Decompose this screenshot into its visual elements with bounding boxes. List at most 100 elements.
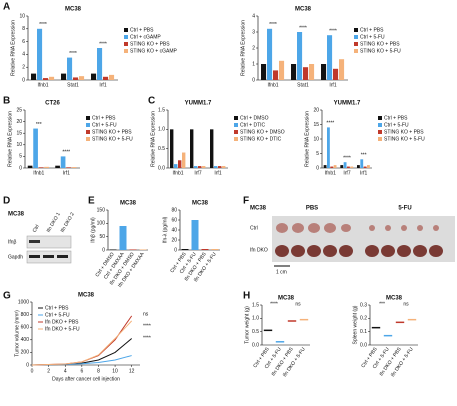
x-tick-label: Ifnb1: [33, 170, 44, 176]
legend-label: Ctrl + 5-FU: [92, 122, 117, 128]
bar: [194, 166, 198, 168]
legend-label: STING KO + cGAMP: [130, 48, 177, 54]
significance: ****: [270, 301, 278, 307]
legend-label: Ctrl + 5-FU: [360, 34, 385, 40]
y-tick-label: 0: [26, 362, 29, 368]
legend-label: Ctrl + DTIC: [240, 122, 266, 128]
x-tick-label: Irf1: [63, 170, 70, 176]
y-axis-label: Relative RNA Expression: [7, 111, 13, 167]
bar: [60, 156, 66, 168]
y-tick-label: 20: [313, 107, 319, 113]
y-tick-label: 4: [252, 13, 255, 19]
legend-label: STING KO + PBS: [130, 41, 170, 47]
legend-label: Ctrl + 5-FU: [384, 122, 409, 128]
y-axis-label: Tumor weight (g): [244, 306, 250, 344]
blot-title: MC38: [8, 212, 25, 218]
bar: [129, 249, 137, 250]
y-tick-label: 20: [171, 237, 177, 243]
legend-label: STING KO + PBS: [360, 41, 400, 47]
line: [31, 320, 133, 366]
y-tick-label: 1: [252, 61, 255, 67]
panel-label: F: [243, 196, 249, 207]
panel-label: E: [88, 196, 95, 207]
bar: [350, 166, 354, 168]
x-tick-label: Stat1: [297, 82, 309, 88]
legend-swatch: [354, 35, 358, 39]
bar: [71, 167, 77, 168]
y-axis-label: Relative RNA Expression: [150, 111, 156, 167]
x-tick-label: Ifnb1: [172, 170, 183, 176]
x-tick-label: Ifnb1: [37, 82, 48, 88]
legend-label: Ctrl + cGAMP: [130, 34, 161, 40]
bar: [222, 166, 226, 168]
x-tick-label: Irf1: [329, 82, 336, 88]
bar: [178, 160, 182, 168]
y-tick-label: 0.3: [360, 302, 367, 308]
significance: ns: [403, 301, 409, 307]
y-tick-label: 0.2: [360, 316, 367, 322]
y-tick-label: 800: [21, 312, 30, 318]
bar: [333, 68, 339, 80]
y-tick-label: 2: [252, 45, 255, 51]
line: [31, 355, 132, 366]
legend-swatch: [86, 116, 90, 120]
legend-label: STING KO + PBS: [384, 129, 424, 135]
chart-title: MC38: [78, 293, 95, 299]
bar: [211, 249, 219, 250]
significance: ****: [99, 41, 107, 47]
tumors: [276, 223, 439, 233]
lane-label: Ifn DKO 2: [60, 211, 76, 233]
bar: [103, 76, 109, 80]
y-axis-label: Spleen weight (g): [352, 305, 358, 344]
bar: [201, 249, 209, 250]
bar: [357, 165, 360, 168]
bar: [273, 70, 279, 80]
bar: [109, 249, 117, 250]
x-tick-label: Stat1: [67, 82, 79, 88]
band: [29, 240, 40, 243]
y-tick-label: 0.5: [158, 146, 165, 152]
y-tick-label: 0.0: [158, 165, 165, 171]
bar: [33, 128, 38, 168]
chart-title: MC38: [386, 296, 403, 302]
bar: [170, 129, 174, 168]
legend-swatch: [378, 130, 382, 134]
legend-swatch: [234, 116, 238, 120]
bar: [343, 162, 347, 168]
significance: ****: [69, 51, 77, 57]
bar: [49, 76, 55, 80]
y-tick-label: 1.5: [252, 302, 259, 308]
legend-swatch: [234, 123, 238, 127]
y-axis-label: Tumor volume (mm³): [14, 310, 20, 357]
band: [57, 255, 68, 258]
legend-label: STING KO + PBS: [92, 129, 132, 135]
bar: [37, 28, 43, 80]
y-tick-label: 5: [316, 151, 319, 157]
bar: [119, 226, 127, 250]
bar: [31, 73, 37, 80]
x-tick-label: Irf1: [214, 170, 221, 176]
panel-label: G: [3, 291, 11, 302]
significance: ***: [379, 301, 385, 307]
bar: [339, 59, 345, 80]
x-tick-label: 4: [64, 368, 67, 374]
bar: [309, 64, 315, 80]
significance: ****: [299, 25, 307, 31]
legend-swatch: [354, 42, 358, 46]
x-tick-label: Ifnb1: [325, 170, 336, 176]
y-axis-label: Ifnβ (pg/ml): [90, 217, 96, 243]
y-tick-label: 0: [316, 165, 319, 171]
x-tick-label: Irf1: [360, 170, 367, 176]
y-tick-label: 15: [313, 122, 319, 128]
band: [43, 255, 54, 258]
line: [31, 338, 133, 366]
y-axis-label: Relative RNA Expression: [10, 20, 16, 76]
legend-label: Ctrl + DMSO: [240, 115, 269, 121]
legend-label: STING KO + 5-FU: [92, 136, 133, 142]
y-tick-label: 0.1: [360, 329, 367, 335]
chart-title: MC38: [192, 201, 209, 207]
lane-label: Ctrl: [32, 224, 41, 234]
significance: ****: [39, 22, 47, 28]
y-tick-label: 0.0: [252, 342, 259, 348]
